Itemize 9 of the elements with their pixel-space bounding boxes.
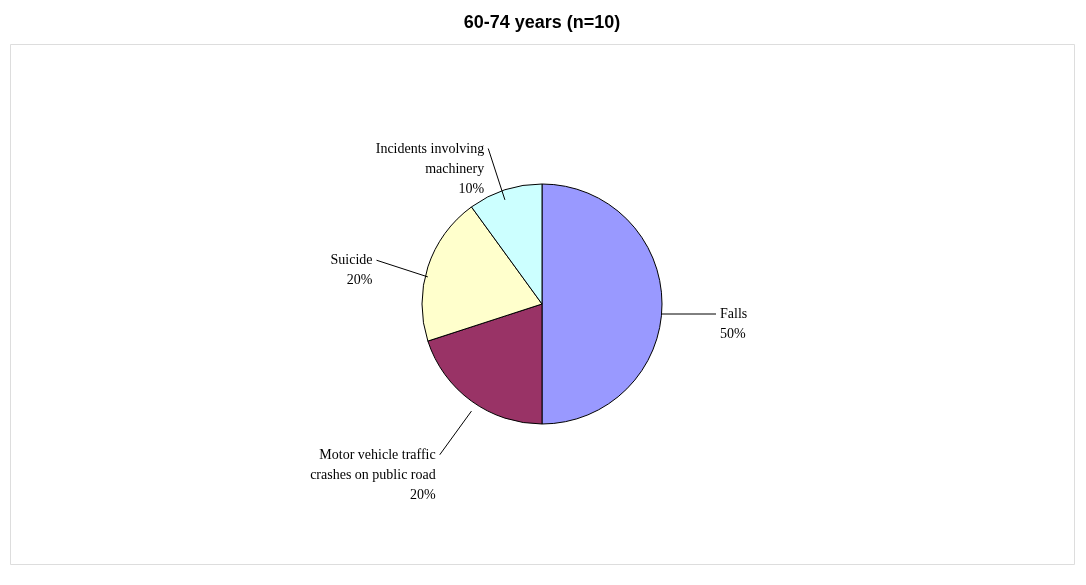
- slice-label: Suicide: [330, 252, 373, 268]
- data-label: 20%: [410, 486, 437, 502]
- data-label: 50%: [720, 326, 746, 341]
- chart-title: 60-74 years (n=10): [463, 12, 621, 32]
- slice-label: Motor vehicle traffic crashes on public road: [310, 446, 436, 482]
- data-label: 10%: [458, 180, 485, 196]
- slice-label: Falls: [720, 306, 748, 321]
- slice-label: Incidents involving machinery: [375, 140, 485, 176]
- data-label: 20%: [346, 272, 373, 288]
